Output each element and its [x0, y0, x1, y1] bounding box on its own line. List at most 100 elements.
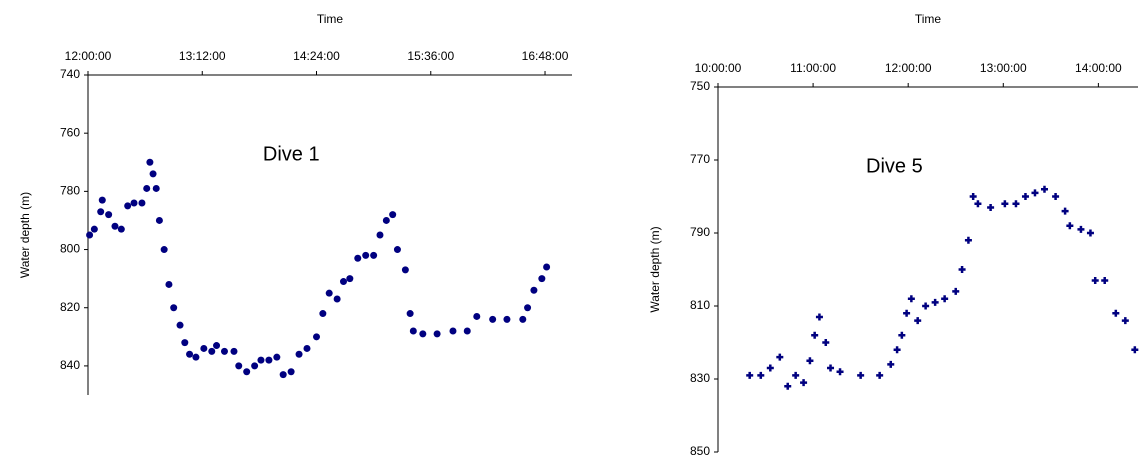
point	[893, 346, 901, 354]
point	[903, 309, 911, 317]
y-axis-title: Water depth (m)	[648, 226, 662, 312]
point	[295, 350, 303, 358]
point	[1001, 200, 1009, 208]
point	[1031, 189, 1039, 197]
y-tick-label: 770	[690, 152, 710, 166]
point	[887, 360, 895, 368]
point	[176, 321, 184, 329]
point	[784, 382, 792, 390]
point	[406, 310, 414, 318]
point	[876, 371, 884, 379]
point	[220, 347, 228, 355]
point	[279, 371, 287, 379]
point	[117, 225, 125, 233]
y-tick-label: 830	[690, 371, 710, 385]
point	[146, 158, 154, 166]
point	[543, 263, 551, 271]
x-tick-label: 12:00:00	[885, 61, 932, 75]
point	[160, 246, 168, 254]
point	[964, 236, 972, 244]
point	[98, 196, 106, 204]
x-tick-label: 12:00:00	[65, 49, 112, 63]
point	[90, 225, 98, 233]
point	[111, 222, 119, 230]
point	[1091, 276, 1099, 284]
point	[235, 362, 243, 370]
y-tick-label: 750	[690, 79, 710, 93]
point	[287, 368, 295, 376]
point	[806, 357, 814, 365]
x-tick-label: 13:12:00	[179, 49, 226, 63]
y-axis-title: Water depth (m)	[18, 192, 32, 278]
point	[313, 333, 321, 341]
y-tick-label: 780	[60, 184, 80, 198]
point	[1121, 317, 1129, 325]
x-tick-label: 10:00:00	[695, 61, 742, 75]
point	[124, 202, 132, 210]
point	[303, 344, 311, 352]
point	[530, 286, 538, 294]
point	[105, 211, 113, 219]
point	[815, 313, 823, 321]
point	[265, 356, 273, 364]
point	[1012, 200, 1020, 208]
point	[811, 331, 819, 339]
x-tick-label: 11:00:00	[790, 61, 836, 75]
point	[766, 364, 774, 372]
point	[401, 266, 409, 274]
point	[952, 287, 960, 295]
point	[519, 315, 527, 323]
point	[319, 310, 327, 318]
y-tick-label: 810	[690, 298, 710, 312]
point	[152, 184, 160, 192]
y-tick-label: 840	[60, 358, 80, 372]
point	[1086, 229, 1094, 237]
point	[922, 302, 930, 310]
point	[346, 275, 354, 283]
y-tick-label: 850	[690, 444, 710, 455]
point	[746, 371, 754, 379]
point	[333, 295, 341, 303]
point	[149, 170, 157, 178]
point	[170, 304, 178, 312]
point	[382, 216, 390, 224]
point	[1131, 346, 1139, 354]
point	[969, 193, 977, 200]
point	[213, 342, 221, 350]
point	[433, 330, 441, 338]
point	[1066, 222, 1074, 230]
point	[449, 327, 457, 335]
point	[138, 199, 146, 207]
point	[362, 251, 370, 259]
point	[419, 330, 427, 338]
y-tick-label: 760	[60, 125, 80, 139]
point	[503, 315, 511, 323]
point	[941, 295, 949, 303]
x-tick-label: 14:00:00	[1075, 61, 1122, 75]
point	[1112, 309, 1120, 317]
point	[251, 362, 259, 370]
point	[987, 203, 995, 211]
point	[370, 251, 378, 259]
point	[97, 208, 105, 216]
point	[192, 353, 200, 361]
point	[792, 371, 800, 379]
x-tick-label: 13:00:00	[980, 61, 1027, 75]
y-tick-label: 800	[60, 242, 80, 256]
point	[257, 356, 265, 364]
point	[243, 368, 251, 376]
point	[393, 246, 401, 254]
x-tick-label: 15:36:00	[407, 49, 454, 63]
point	[463, 327, 471, 335]
point	[757, 371, 765, 379]
point	[230, 347, 238, 355]
point	[1061, 207, 1069, 215]
point	[389, 211, 397, 219]
point	[524, 304, 532, 312]
point	[165, 280, 173, 288]
x-tick-label: 16:48:00	[522, 49, 569, 63]
point	[181, 339, 189, 347]
point	[931, 298, 939, 306]
point	[155, 216, 163, 224]
